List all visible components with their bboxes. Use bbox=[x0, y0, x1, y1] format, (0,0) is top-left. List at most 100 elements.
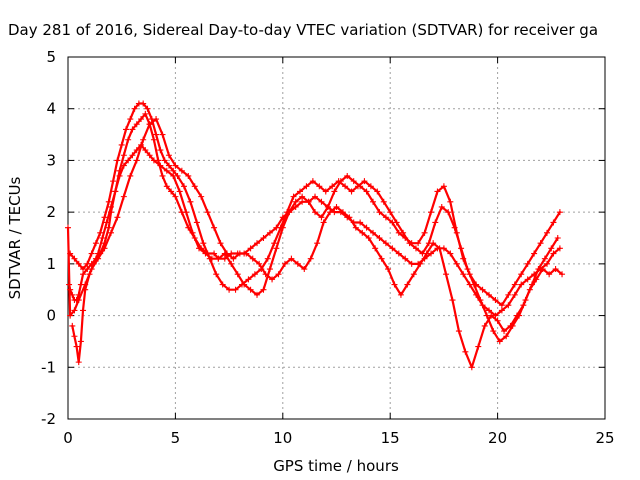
data-point bbox=[453, 260, 460, 267]
data-point bbox=[370, 229, 377, 236]
y-tick-label: -2 bbox=[41, 410, 56, 428]
data-point bbox=[191, 183, 198, 190]
data-point bbox=[163, 167, 170, 174]
data-point bbox=[157, 147, 164, 154]
data-point bbox=[183, 209, 190, 216]
data-point bbox=[125, 157, 132, 164]
data-point bbox=[395, 250, 402, 257]
data-point bbox=[410, 271, 417, 278]
data-point bbox=[168, 188, 175, 195]
data-point bbox=[281, 260, 288, 267]
data-point bbox=[198, 193, 205, 200]
y-tick-label: 1 bbox=[46, 255, 56, 273]
data-point bbox=[385, 266, 392, 273]
series-line bbox=[71, 143, 561, 364]
data-point bbox=[314, 240, 321, 247]
data-point bbox=[217, 240, 224, 247]
data-point bbox=[223, 250, 230, 257]
data-point bbox=[430, 240, 437, 247]
data-point bbox=[408, 260, 415, 267]
x-tick-label: 15 bbox=[381, 429, 400, 447]
data-point bbox=[299, 198, 306, 205]
data-point bbox=[101, 245, 108, 252]
data-point bbox=[453, 229, 460, 236]
y-axis-label: SDTVAR / TECUs bbox=[6, 176, 24, 299]
data-point bbox=[251, 271, 258, 278]
data-point bbox=[488, 312, 495, 319]
data-point bbox=[73, 343, 80, 350]
data-point bbox=[432, 219, 439, 226]
data-point bbox=[157, 162, 164, 169]
data-point bbox=[82, 281, 89, 288]
data-point bbox=[544, 260, 551, 267]
data-point bbox=[140, 100, 147, 107]
data-point bbox=[301, 266, 308, 273]
data-point bbox=[165, 162, 172, 169]
data-point bbox=[114, 214, 121, 221]
data-point bbox=[365, 235, 372, 241]
data-point bbox=[531, 250, 538, 257]
data-point bbox=[556, 245, 563, 252]
data-point bbox=[322, 188, 329, 195]
data-point bbox=[230, 255, 237, 262]
data-point bbox=[288, 255, 295, 262]
data-point bbox=[65, 224, 71, 231]
data-point bbox=[307, 255, 314, 262]
data-point bbox=[138, 116, 145, 123]
data-point bbox=[443, 271, 450, 278]
data-point bbox=[170, 167, 177, 174]
series-3 bbox=[69, 141, 563, 366]
data-point bbox=[494, 317, 501, 324]
x-tick-label: 25 bbox=[595, 429, 614, 447]
data-point bbox=[327, 209, 334, 216]
data-point bbox=[337, 178, 344, 185]
data-point bbox=[256, 260, 263, 267]
data-point bbox=[556, 209, 563, 216]
data-point bbox=[544, 229, 551, 236]
series-points bbox=[69, 141, 563, 366]
data-point bbox=[120, 162, 127, 169]
data-point bbox=[503, 333, 510, 340]
y-tick-label: 2 bbox=[46, 203, 56, 221]
data-point bbox=[408, 240, 415, 247]
data-point bbox=[172, 162, 179, 169]
data-point bbox=[312, 193, 319, 200]
data-point bbox=[397, 291, 404, 298]
data-point bbox=[511, 291, 518, 298]
data-point bbox=[234, 271, 241, 278]
data-point bbox=[75, 260, 82, 267]
data-point bbox=[513, 312, 520, 319]
data-point bbox=[170, 172, 177, 179]
data-point bbox=[344, 172, 351, 179]
data-point bbox=[247, 245, 254, 252]
data-point bbox=[146, 121, 153, 128]
data-point bbox=[496, 338, 503, 345]
data-point bbox=[219, 281, 226, 288]
data-point bbox=[309, 178, 316, 185]
data-point bbox=[114, 157, 121, 164]
data-point bbox=[243, 250, 250, 257]
data-point bbox=[99, 235, 106, 241]
data-point bbox=[382, 214, 389, 221]
data-point bbox=[447, 198, 454, 205]
data-point bbox=[275, 271, 282, 278]
data-point bbox=[236, 250, 243, 257]
data-point bbox=[112, 188, 119, 195]
data-point bbox=[475, 343, 482, 350]
data-point bbox=[320, 219, 327, 226]
data-point bbox=[387, 209, 394, 216]
data-point bbox=[84, 260, 91, 267]
data-point bbox=[67, 312, 74, 319]
data-point bbox=[541, 255, 548, 262]
data-point bbox=[473, 281, 480, 288]
data-point bbox=[213, 271, 220, 278]
data-point bbox=[533, 276, 540, 283]
data-point bbox=[445, 209, 452, 216]
data-point bbox=[101, 214, 108, 221]
data-point bbox=[69, 322, 76, 329]
data-point bbox=[228, 260, 235, 267]
data-point bbox=[127, 172, 134, 179]
data-point bbox=[271, 240, 278, 247]
data-point bbox=[363, 188, 370, 195]
